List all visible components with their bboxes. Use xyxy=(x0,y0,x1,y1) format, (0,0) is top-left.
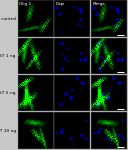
Text: AST 1 ng: AST 1 ng xyxy=(0,54,16,58)
Text: AST 10 ng: AST 10 ng xyxy=(0,129,16,133)
Text: Dapi: Dapi xyxy=(56,2,65,6)
Text: Olig 2: Olig 2 xyxy=(19,2,31,6)
Text: 0 control: 0 control xyxy=(0,17,16,21)
Text: AST 5 ng: AST 5 ng xyxy=(0,91,16,95)
Text: Merge: Merge xyxy=(93,2,105,6)
